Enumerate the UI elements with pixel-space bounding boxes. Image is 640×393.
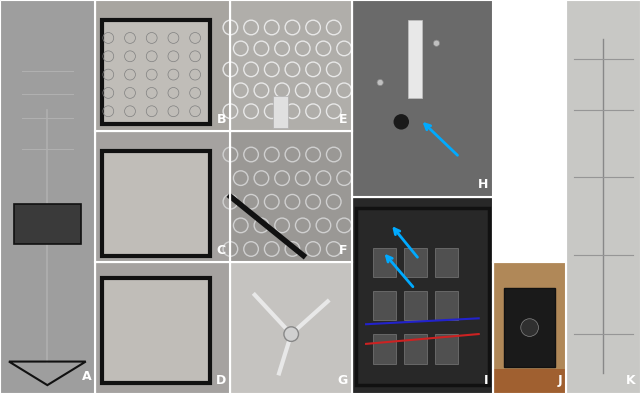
Bar xyxy=(0,0,95,393)
Bar xyxy=(230,131,352,262)
Text: D: D xyxy=(216,374,226,387)
Bar xyxy=(352,0,493,196)
Text: K: K xyxy=(626,374,636,387)
Bar xyxy=(14,204,81,244)
Bar xyxy=(493,262,566,393)
Text: J: J xyxy=(557,374,562,387)
Text: B: B xyxy=(216,113,226,126)
Bar xyxy=(493,262,566,393)
Bar xyxy=(95,0,230,131)
Bar xyxy=(493,369,566,393)
Circle shape xyxy=(377,79,383,86)
Circle shape xyxy=(433,40,440,46)
Bar xyxy=(95,262,230,393)
Bar xyxy=(102,151,210,255)
Bar xyxy=(566,0,640,393)
Bar xyxy=(95,262,230,393)
Bar xyxy=(230,131,352,262)
Circle shape xyxy=(521,319,538,336)
Bar xyxy=(435,248,458,277)
Bar xyxy=(352,196,493,393)
Text: E: E xyxy=(339,113,348,126)
Text: H: H xyxy=(478,178,488,191)
Bar xyxy=(352,196,493,393)
Bar xyxy=(352,0,493,196)
Bar xyxy=(373,334,396,364)
Bar xyxy=(102,278,210,382)
Text: I: I xyxy=(484,374,488,387)
Bar xyxy=(566,0,640,393)
Bar xyxy=(373,291,396,320)
Bar xyxy=(435,291,458,320)
Bar xyxy=(504,288,556,367)
Bar xyxy=(230,0,352,131)
Bar xyxy=(95,131,230,262)
Text: G: G xyxy=(337,374,348,387)
Bar xyxy=(230,262,352,393)
Bar xyxy=(404,248,427,277)
Bar xyxy=(356,208,488,385)
Circle shape xyxy=(394,114,409,130)
Text: C: C xyxy=(217,244,226,257)
Bar xyxy=(95,0,230,131)
Bar xyxy=(230,262,352,393)
Bar xyxy=(273,95,287,128)
Bar xyxy=(404,334,427,364)
Bar xyxy=(408,20,422,98)
Bar xyxy=(102,20,210,124)
Bar xyxy=(230,0,352,131)
Bar xyxy=(0,0,95,393)
Bar xyxy=(373,248,396,277)
Bar xyxy=(95,131,230,262)
Circle shape xyxy=(284,327,298,342)
Text: F: F xyxy=(339,244,348,257)
Bar xyxy=(435,334,458,364)
Bar xyxy=(404,291,427,320)
Text: A: A xyxy=(82,370,92,383)
